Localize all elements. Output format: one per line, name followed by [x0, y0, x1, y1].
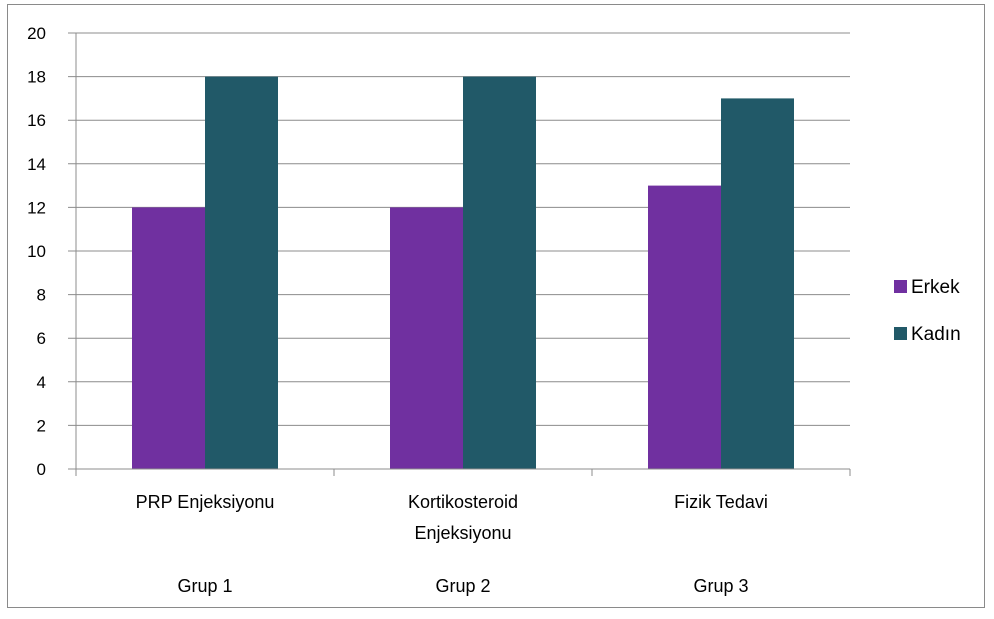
x-category-label: Fizik Tedavi [674, 492, 768, 512]
y-tick-label: 2 [37, 416, 46, 435]
y-tick-label: 20 [27, 24, 46, 43]
y-tick-label: 12 [27, 198, 46, 217]
x-group-label: Grup 2 [435, 576, 490, 596]
legend-label: Erkek [911, 277, 960, 298]
x-category-label: Enjeksiyonu [414, 523, 511, 543]
y-tick-label: 6 [37, 329, 46, 348]
legend-swatch-erkek [894, 280, 907, 293]
bar-kadın-1 [205, 76, 278, 469]
y-tick-label: 0 [37, 460, 46, 479]
y-tick-label: 10 [27, 242, 46, 261]
bar-erkek-3 [648, 185, 721, 469]
x-group-label: Grup 3 [693, 576, 748, 596]
legend-swatch-kadın [894, 327, 907, 340]
y-tick-label: 18 [27, 68, 46, 87]
bar-erkek-1 [132, 207, 205, 469]
x-category-label: PRP Enjeksiyonu [136, 492, 275, 512]
bar-erkek-2 [390, 207, 463, 469]
x-group-label: Grup 1 [177, 576, 232, 596]
bar-kadın-2 [463, 76, 536, 469]
y-tick-label: 4 [37, 373, 46, 392]
y-tick-label: 14 [27, 155, 46, 174]
legend-label: Kadın [911, 324, 961, 345]
bar-kadın-3 [721, 98, 794, 470]
y-tick-label: 16 [27, 111, 46, 130]
y-tick-label: 8 [37, 286, 46, 305]
x-category-label: Kortikosteroid [408, 492, 518, 512]
